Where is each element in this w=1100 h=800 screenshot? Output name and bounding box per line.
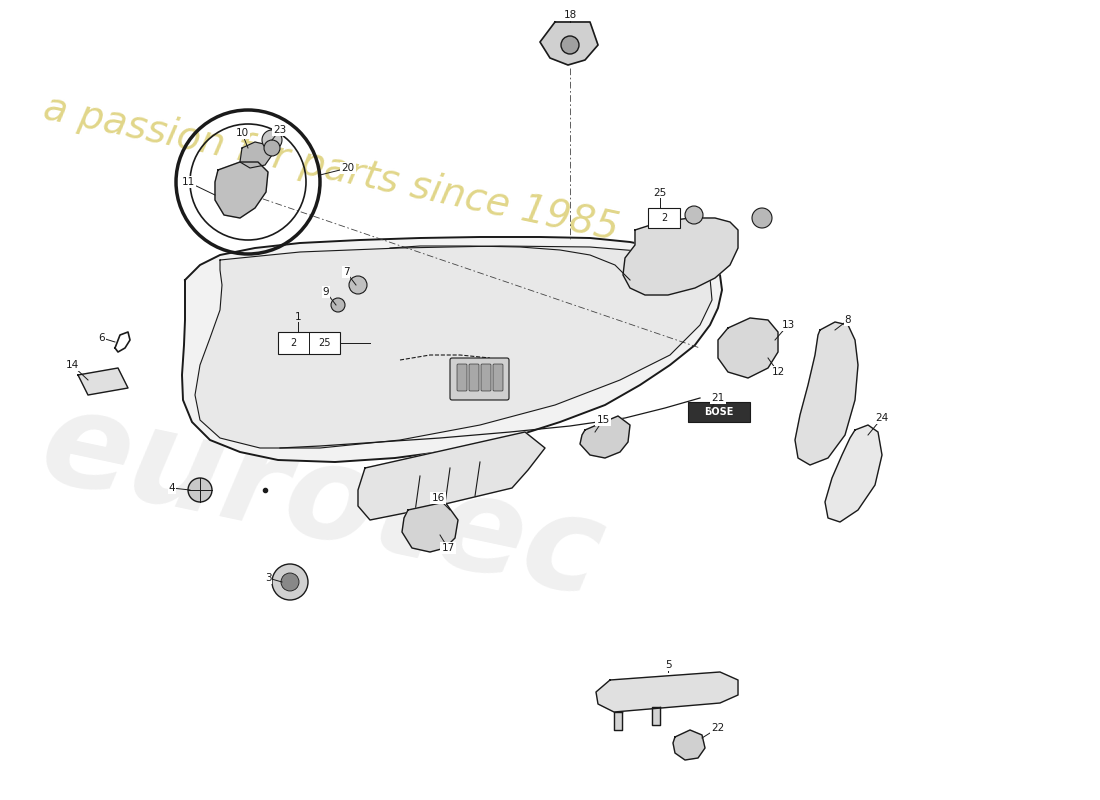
Polygon shape	[623, 218, 738, 295]
Polygon shape	[402, 502, 458, 552]
Text: 25: 25	[653, 188, 667, 198]
Polygon shape	[195, 246, 712, 448]
Circle shape	[280, 573, 299, 591]
Text: eurotec: eurotec	[30, 380, 614, 622]
Polygon shape	[214, 162, 268, 218]
FancyBboxPatch shape	[648, 208, 680, 228]
Text: 24: 24	[876, 413, 889, 423]
FancyBboxPatch shape	[493, 364, 503, 391]
Polygon shape	[182, 237, 722, 462]
Circle shape	[349, 276, 367, 294]
Text: 10: 10	[235, 128, 249, 138]
Polygon shape	[240, 142, 272, 168]
Text: 5: 5	[664, 660, 671, 670]
Polygon shape	[540, 22, 598, 65]
Text: 21: 21	[712, 393, 725, 403]
Text: 1: 1	[295, 312, 301, 322]
Polygon shape	[78, 368, 128, 395]
Text: 16: 16	[431, 493, 444, 503]
Polygon shape	[614, 712, 622, 730]
Text: 7: 7	[343, 267, 350, 277]
Text: a passion for parts since 1985: a passion for parts since 1985	[40, 89, 623, 248]
Text: BOSE: BOSE	[704, 407, 734, 417]
FancyBboxPatch shape	[688, 402, 750, 422]
FancyBboxPatch shape	[456, 364, 468, 391]
Text: 9: 9	[322, 287, 329, 297]
Polygon shape	[652, 707, 660, 725]
Polygon shape	[673, 730, 705, 760]
Polygon shape	[795, 322, 858, 465]
FancyBboxPatch shape	[278, 332, 340, 354]
FancyBboxPatch shape	[469, 364, 478, 391]
FancyBboxPatch shape	[450, 358, 509, 400]
Circle shape	[188, 478, 212, 502]
Circle shape	[272, 564, 308, 600]
Polygon shape	[358, 432, 544, 520]
Polygon shape	[718, 318, 778, 378]
Text: 2: 2	[661, 213, 667, 223]
Text: 18: 18	[563, 10, 576, 20]
Text: 22: 22	[712, 723, 725, 733]
Text: 20: 20	[341, 163, 354, 173]
Text: 4: 4	[168, 483, 175, 493]
Text: 6: 6	[99, 333, 106, 343]
Polygon shape	[825, 425, 882, 522]
Text: 14: 14	[65, 360, 78, 370]
Polygon shape	[580, 416, 630, 458]
Text: 23: 23	[274, 125, 287, 135]
Text: 15: 15	[596, 415, 609, 425]
Circle shape	[561, 36, 579, 54]
Text: 11: 11	[182, 177, 195, 187]
Text: 8: 8	[845, 315, 851, 325]
Circle shape	[264, 140, 280, 156]
Circle shape	[331, 298, 345, 312]
FancyBboxPatch shape	[481, 364, 491, 391]
Circle shape	[262, 130, 282, 150]
Text: 12: 12	[771, 367, 784, 377]
Text: 25: 25	[318, 338, 331, 348]
Text: 3: 3	[265, 573, 272, 583]
Text: 17: 17	[441, 543, 454, 553]
Polygon shape	[596, 672, 738, 712]
Circle shape	[752, 208, 772, 228]
Text: 2: 2	[290, 338, 297, 348]
Circle shape	[685, 206, 703, 224]
Text: 13: 13	[781, 320, 794, 330]
